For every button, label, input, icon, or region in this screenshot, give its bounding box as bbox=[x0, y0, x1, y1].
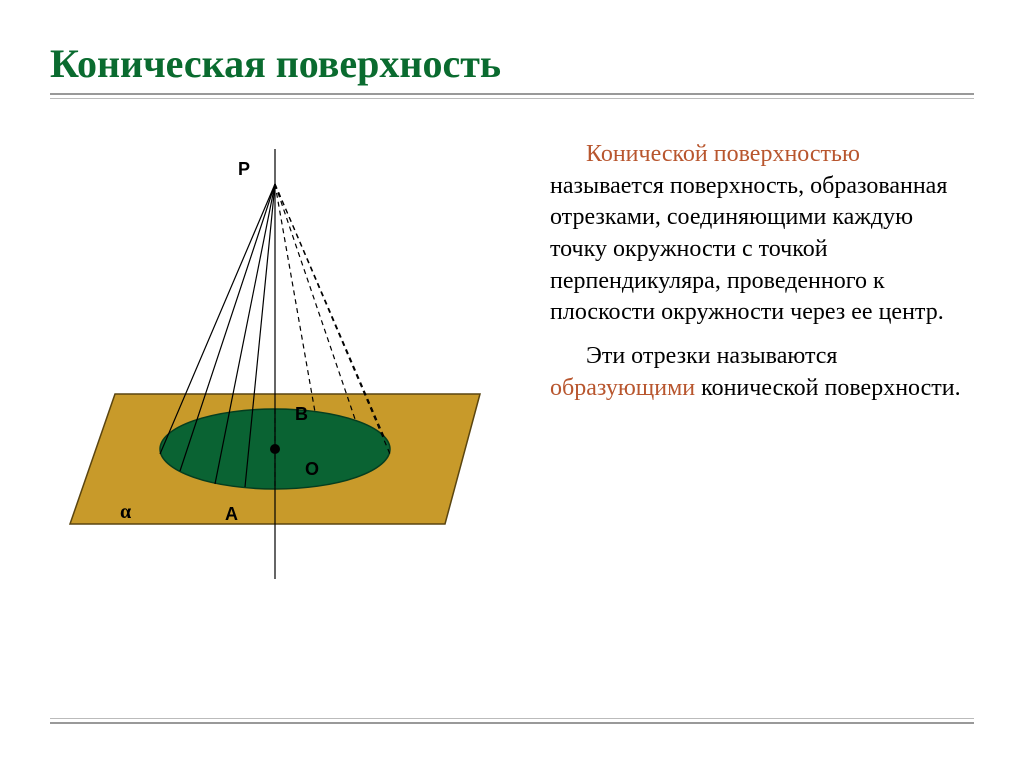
label-B: B bbox=[295, 404, 308, 425]
center-point bbox=[270, 444, 280, 454]
divider-top-thick bbox=[50, 93, 974, 95]
cone-diagram bbox=[50, 129, 520, 609]
divider-bottom-thick bbox=[50, 722, 974, 724]
p1-rest: называется поверхность, образованная отр… bbox=[550, 173, 947, 326]
paragraph-2: Эти отрезки называются образующими конич… bbox=[550, 341, 974, 404]
label-alpha: α bbox=[120, 501, 131, 524]
label-O: O bbox=[305, 459, 319, 480]
p2-post: конической поверхности. bbox=[695, 375, 961, 401]
label-A: A bbox=[225, 504, 238, 525]
diagram-container: P B O A α bbox=[50, 129, 520, 609]
page-title: Коническая поверхность bbox=[50, 40, 974, 87]
paragraph-1: Конической поверхностью называется повер… bbox=[550, 139, 974, 329]
content-row: P B O A α Конической поверхностью называ… bbox=[50, 129, 974, 609]
label-P: P bbox=[238, 159, 250, 180]
highlight-2: образующими bbox=[550, 375, 695, 401]
p2-pre: Эти отрезки называются bbox=[586, 343, 837, 369]
bottom-divider-group bbox=[50, 718, 974, 727]
text-column: Конической поверхностью называется повер… bbox=[550, 129, 974, 609]
divider-top-thin bbox=[50, 98, 974, 99]
highlight-1: Конической поверхностью bbox=[586, 141, 860, 167]
